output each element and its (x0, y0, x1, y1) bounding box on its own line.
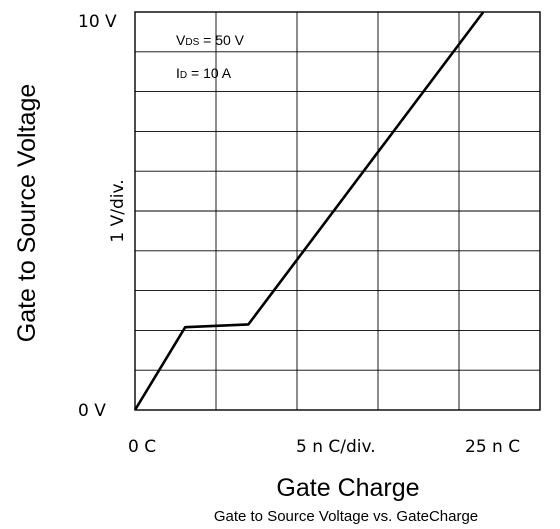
y-tick-label-top: 10 V (78, 12, 117, 32)
plot-frame (134, 11, 541, 411)
chart-caption: Gate to Source Voltage vs. GateCharge (214, 508, 478, 525)
annotation-vds-rest: = 50 V (199, 32, 244, 48)
x-tick-label-right: 25 n C (465, 437, 520, 457)
series-layer (133, 11, 485, 411)
annotation-id: ID = 10 A (176, 65, 232, 81)
y-axis-title: Gate to Source Voltage (13, 84, 41, 343)
x-tick-label-left: 0 C (128, 437, 156, 457)
x-tick-label-middle: 5 n C/div. (296, 437, 376, 457)
y-tick-label-bottom: 0 V (78, 401, 106, 421)
annotation-id-rest: = 10 A (187, 65, 232, 81)
annotation-id-sub: D (180, 70, 187, 81)
x-axis-title: Gate Charge (276, 474, 419, 502)
series-line-0 (133, 11, 485, 411)
y-scale-label: 1 V/div. (108, 179, 128, 242)
annotation-id-main: I (176, 65, 180, 81)
annotation-vds-main: V (176, 32, 186, 48)
annotation-vds: VDS = 50 V (176, 32, 245, 48)
grid-lines (135, 12, 540, 410)
annotation-vds-sub: DS (185, 37, 199, 48)
